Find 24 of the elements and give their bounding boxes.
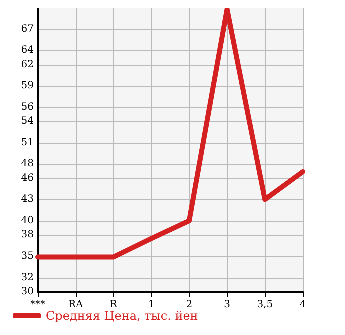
- x-tick-label: 3: [224, 300, 230, 310]
- x-tick-label: R: [110, 300, 118, 310]
- x-tick-label: RA: [68, 300, 84, 310]
- x-tick-label: 4: [300, 300, 306, 310]
- x-tick-label: ***: [30, 300, 46, 310]
- legend-label: Средняя Цена, тыс. йен: [46, 309, 198, 323]
- y-tick-label: 51: [21, 137, 34, 148]
- x-tick-label: 1: [148, 300, 155, 310]
- x-tick-label: 3,5: [257, 300, 274, 310]
- y-tick-label: 67: [21, 24, 34, 35]
- y-tick-label: 48: [21, 158, 34, 170]
- y-tick-label: 46: [21, 172, 34, 184]
- y-tick-label: 43: [21, 194, 34, 206]
- y-tick-label: 32: [21, 272, 34, 284]
- y-tick-label: 38: [21, 230, 34, 241]
- y-tick-label: 64: [21, 45, 34, 56]
- y-tick-label: 30: [21, 286, 34, 298]
- x-tick-label: 2: [186, 300, 193, 310]
- y-tick-label: 40: [21, 216, 34, 226]
- y-tick-label: 56: [21, 102, 34, 113]
- y-tick-label: 35: [21, 251, 34, 262]
- y-tick-label: 59: [21, 80, 34, 92]
- y-tick-label: 62: [21, 59, 34, 70]
- y-tick-label: 54: [21, 116, 34, 128]
